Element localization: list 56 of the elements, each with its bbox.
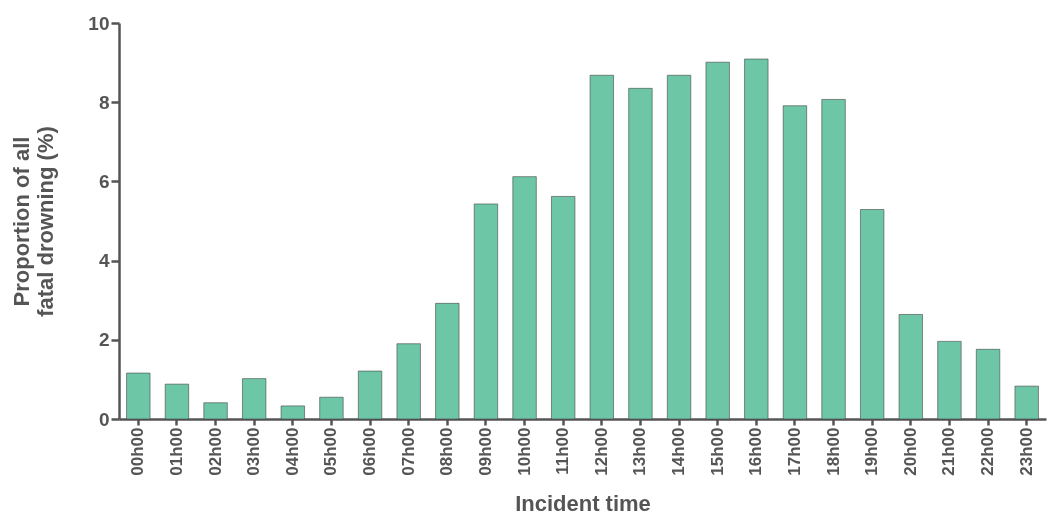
x-tick-label: 14h00	[669, 427, 689, 476]
bar	[744, 58, 769, 420]
x-tick-label: 02h00	[205, 427, 225, 476]
bar	[435, 303, 460, 420]
bar	[126, 372, 151, 420]
bar	[203, 402, 228, 420]
x-tick-label: 13h00	[630, 427, 650, 476]
y-tick-label: 4	[98, 250, 110, 272]
x-tick-label: 21h00	[939, 427, 959, 476]
x-tick-label: 04h00	[282, 427, 302, 476]
x-tick-label: 18h00	[823, 427, 843, 476]
bar	[319, 396, 344, 420]
x-tick-label: 03h00	[244, 427, 264, 476]
x-tick-label: 11h00	[553, 427, 573, 475]
bar	[512, 176, 537, 420]
x-tick-label: 15h00	[707, 427, 727, 476]
y-axis-title: Proportion of all fatal drowning (%)	[9, 126, 59, 317]
bar	[589, 74, 614, 420]
x-tick-label: 16h00	[746, 427, 766, 476]
x-tick-label: 07h00	[398, 427, 418, 476]
bar	[667, 74, 692, 420]
bar	[937, 341, 962, 420]
x-tick-label: 05h00	[321, 427, 341, 476]
bar	[898, 314, 923, 420]
bar	[782, 105, 807, 420]
bar	[976, 349, 1001, 420]
bar	[164, 383, 189, 420]
x-tick-label: 09h00	[475, 427, 495, 476]
bar	[242, 378, 267, 420]
y-tick-label: 8	[98, 91, 110, 113]
x-tick-label: 10h00	[514, 427, 534, 476]
x-tick-label: 12h00	[591, 427, 611, 476]
x-tick-label: 00h00	[128, 427, 148, 476]
bar	[358, 370, 383, 420]
bar	[628, 88, 653, 420]
x-axis-title: Incident time	[515, 490, 651, 516]
x-tick-label: 17h00	[784, 427, 804, 476]
x-tick-label: 22h00	[978, 427, 998, 476]
bar	[705, 61, 730, 420]
bar	[860, 209, 885, 420]
bar	[551, 196, 576, 420]
y-tick-label: 2	[98, 329, 110, 351]
y-tick-label: 6	[98, 170, 110, 192]
y-tick-label: 10	[88, 12, 110, 34]
x-tick-label: 19h00	[862, 427, 882, 476]
bar	[821, 99, 846, 420]
y-tick-label: 0	[98, 408, 110, 430]
bar	[280, 405, 305, 420]
bar	[1014, 385, 1039, 420]
x-tick-label: 08h00	[437, 427, 457, 476]
x-tick-label: 06h00	[360, 427, 380, 476]
bar	[473, 203, 498, 420]
x-tick-label: 23h00	[1016, 427, 1036, 476]
x-tick-label: 20h00	[900, 427, 920, 476]
x-tick-label: 01h00	[166, 427, 186, 476]
bar	[396, 343, 421, 420]
